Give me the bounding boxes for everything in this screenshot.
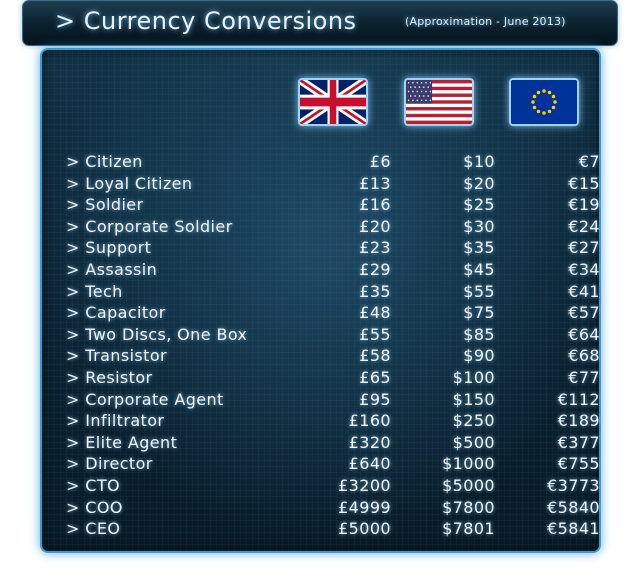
table-row: > CTO £3200 $5000 €3773 bbox=[66, 476, 600, 498]
gbp-value: £58 bbox=[359, 346, 391, 366]
tier-name: > Transistor bbox=[66, 346, 167, 366]
tier-name: > CEO bbox=[66, 519, 121, 539]
table-row: > Director £640 $1000 €755 bbox=[66, 454, 600, 476]
tier-name: > Resistor bbox=[66, 368, 153, 387]
eur-value: €189 bbox=[557, 411, 600, 431]
table-row: > Infiltrator £160 $250 €189 bbox=[66, 411, 600, 433]
gbp-value: £13 bbox=[359, 173, 391, 193]
tier-name: > CTO bbox=[66, 476, 121, 495]
usd-value: $5000 bbox=[442, 476, 495, 495]
eur-value: €3773 bbox=[547, 476, 600, 495]
eur-value: €77 bbox=[568, 368, 600, 387]
usd-value: $1000 bbox=[442, 454, 495, 474]
gbp-value: £65 bbox=[359, 368, 391, 387]
table-row: > Capacitor £48 $75 €57 bbox=[66, 303, 600, 325]
usd-value: $85 bbox=[463, 324, 495, 344]
tier-name: > Loyal Citizen bbox=[66, 173, 193, 193]
table-row: > Corporate Soldier £20 $30 €24 bbox=[66, 216, 600, 239]
eur-value: €68 bbox=[568, 346, 600, 366]
eur-value: €377 bbox=[557, 432, 600, 452]
usd-value: $45 bbox=[463, 260, 495, 279]
table-row: > Corporate Agent £95 $150 €112 bbox=[66, 389, 600, 412]
eur-value: €5840 bbox=[547, 497, 600, 517]
conversion-panel: > Citizen £6 $10 €7 > Loyal Citizen £13 $20 €15… bbox=[40, 48, 601, 553]
gbp-value: £3200 bbox=[338, 476, 391, 495]
gbp-value: £160 bbox=[348, 411, 391, 431]
panel-grid-texture bbox=[42, 50, 599, 551]
gbp-value: £20 bbox=[359, 216, 391, 236]
usd-value: $250 bbox=[452, 411, 495, 431]
tier-name: > Director bbox=[66, 454, 153, 474]
eur-value: €755 bbox=[557, 454, 600, 474]
eur-value: €41 bbox=[568, 281, 600, 301]
tier-name: > Two Discs, One Box bbox=[66, 324, 248, 344]
table-row: > Soldier £16 $25 €19 bbox=[66, 195, 600, 217]
title-bar: > Currency Conversions (Approximation - … bbox=[22, 0, 618, 46]
eur-value: €15 bbox=[568, 173, 600, 193]
tier-name: > Tech bbox=[66, 281, 123, 301]
gbp-value: £55 bbox=[359, 324, 391, 344]
table-row: > Assassin £29 $45 €34 bbox=[66, 260, 600, 282]
usd-value: $10 bbox=[463, 152, 495, 171]
table-row: > Loyal Citizen £13 $20 €15 bbox=[66, 173, 600, 196]
tier-name: > COO bbox=[66, 497, 123, 517]
tier-name: > Corporate Agent bbox=[66, 389, 224, 409]
eur-value: €64 bbox=[568, 324, 600, 344]
usd-value: $55 bbox=[463, 281, 495, 301]
table-row: > Transistor £58 $90 €68 bbox=[66, 346, 600, 368]
eur-value: €5841 bbox=[547, 519, 600, 539]
gbp-value: £48 bbox=[359, 303, 391, 323]
usd-value: $150 bbox=[452, 389, 495, 409]
usd-value: $25 bbox=[463, 195, 495, 215]
tier-name: > Soldier bbox=[66, 195, 144, 215]
page-title: > Currency Conversions bbox=[55, 7, 357, 35]
usd-value: $500 bbox=[452, 432, 495, 452]
table-row: > Support £23 $35 €27 bbox=[66, 238, 600, 260]
gbp-value: £5000 bbox=[338, 519, 391, 539]
table-row: > Elite Agent £320 $500 €377 bbox=[66, 432, 600, 455]
gbp-value: £95 bbox=[359, 389, 391, 409]
us-flag-icon bbox=[404, 78, 474, 126]
eur-value: €19 bbox=[568, 195, 600, 215]
usd-value: $7800 bbox=[442, 497, 495, 517]
table-row: > Resistor £65 $100 €77 bbox=[66, 368, 600, 390]
eur-value: €7 bbox=[578, 152, 600, 171]
usd-value: $75 bbox=[463, 303, 495, 323]
table-row: > Tech £35 $55 €41 bbox=[66, 281, 600, 304]
eur-value: €57 bbox=[568, 303, 600, 323]
gbp-value: £29 bbox=[359, 260, 391, 279]
tier-name: > Elite Agent bbox=[66, 432, 178, 452]
eur-value: €24 bbox=[568, 216, 600, 236]
gbp-value: £6 bbox=[369, 152, 391, 171]
gbp-value: £640 bbox=[348, 454, 391, 474]
gbp-value: £16 bbox=[359, 195, 391, 215]
gbp-value: £320 bbox=[348, 432, 391, 452]
usd-value: $100 bbox=[452, 368, 495, 387]
tier-name: > Infiltrator bbox=[66, 411, 165, 431]
eur-value: €27 bbox=[568, 238, 600, 258]
uk-flag-icon bbox=[298, 78, 368, 126]
tier-name: > Citizen bbox=[66, 152, 143, 171]
table-row: > Citizen £6 $10 €7 bbox=[66, 152, 600, 174]
eu-flag-icon bbox=[509, 78, 579, 126]
tier-name: > Corporate Soldier bbox=[66, 216, 233, 236]
usd-value: $20 bbox=[463, 173, 495, 193]
usd-value: $35 bbox=[463, 238, 495, 258]
page-subtitle: (Approximation - June 2013) bbox=[405, 15, 566, 28]
eur-value: €112 bbox=[557, 389, 600, 409]
tier-name: > Assassin bbox=[66, 260, 158, 279]
gbp-value: £35 bbox=[359, 281, 391, 301]
tier-name: > Capacitor bbox=[66, 303, 166, 323]
table-row: > Two Discs, One Box £55 $85 €64 bbox=[66, 324, 600, 347]
usd-value: $90 bbox=[463, 346, 495, 366]
table-row: > COO £4999 $7800 €5840 bbox=[66, 497, 600, 520]
gbp-value: £23 bbox=[359, 238, 391, 258]
gbp-value: £4999 bbox=[338, 497, 391, 517]
tier-name: > Support bbox=[66, 238, 152, 258]
table-row: > CEO £5000 $7801 €5841 bbox=[66, 519, 600, 541]
usd-value: $7801 bbox=[442, 519, 495, 539]
eur-value: €34 bbox=[568, 260, 600, 279]
usd-value: $30 bbox=[463, 216, 495, 236]
